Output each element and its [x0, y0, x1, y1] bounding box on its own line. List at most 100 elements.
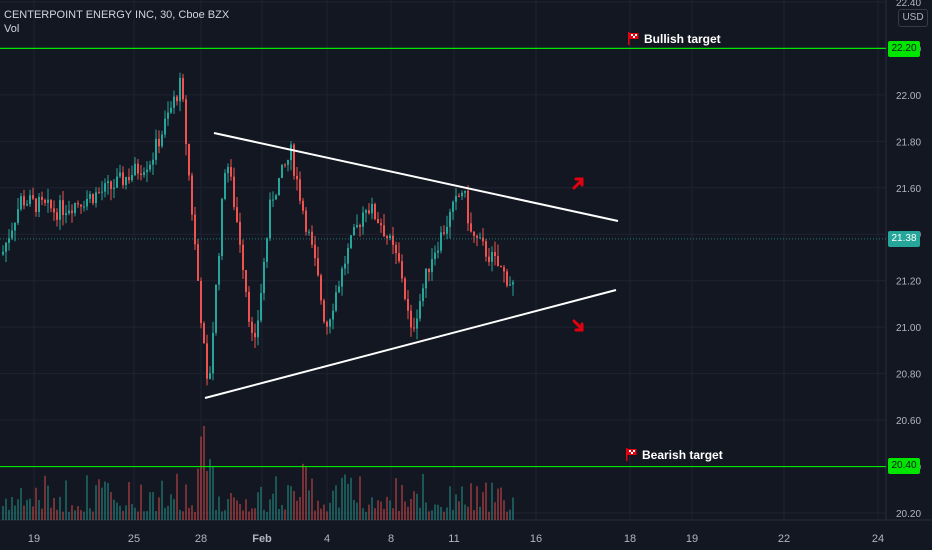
time-tick-label: 24: [872, 533, 884, 545]
candle-body: [413, 327, 415, 329]
volume-bar: [509, 509, 511, 520]
volume-bar: [236, 500, 238, 520]
candle-body: [320, 275, 322, 301]
volume-bar: [347, 483, 349, 520]
candle-body: [347, 248, 349, 264]
candle-body: [335, 292, 337, 311]
candle-body: [491, 251, 493, 262]
volume-bar: [482, 492, 484, 520]
volume-bar: [116, 502, 118, 520]
volume-bar: [266, 511, 268, 520]
volume-bar: [278, 509, 280, 520]
candle-body: [284, 164, 286, 166]
candle-body: [56, 212, 58, 220]
volume-bar: [32, 506, 34, 520]
candle-body: [332, 310, 334, 320]
symbol-title[interactable]: CENTERPOINT ENERGY INC, 30, Cboe BZX: [4, 9, 230, 21]
candle-body: [149, 164, 151, 170]
volume-bar: [80, 510, 82, 520]
volume-bar: [203, 425, 205, 520]
volume-bar: [257, 492, 259, 520]
candle-body: [485, 241, 487, 257]
candle-body: [182, 77, 184, 100]
candle-body: [77, 203, 79, 205]
candle-body: [395, 244, 397, 254]
volume-bar: [2, 506, 4, 520]
volume-bar: [272, 493, 274, 520]
candle-body: [437, 250, 439, 253]
volume-bar: [425, 502, 427, 520]
candle-body: [482, 237, 484, 242]
candle-body: [92, 194, 94, 204]
volume-bar: [140, 484, 142, 520]
candle-body: [215, 284, 217, 333]
candle-body: [248, 291, 250, 322]
candle-body: [134, 163, 136, 176]
bearish-target-annotation[interactable]: Bearish target: [625, 448, 723, 462]
candle-body: [173, 96, 175, 108]
volume-indicator-label[interactable]: Vol: [4, 23, 20, 35]
candle-body: [452, 201, 454, 212]
candle-body: [401, 261, 403, 279]
candle-body: [386, 236, 388, 239]
candle-body: [116, 176, 118, 188]
volume-bar: [62, 511, 64, 520]
volume-bar: [209, 459, 211, 520]
candle-body: [41, 196, 43, 201]
candle-body: [254, 332, 256, 338]
candle-body: [140, 173, 142, 176]
candle-body: [5, 242, 7, 252]
bearish-price-tag: 20.40: [888, 458, 920, 474]
upper-trendline: [213, 132, 619, 222]
volume-bar: [197, 468, 199, 520]
volume-bar: [386, 496, 388, 520]
candle-body: [26, 204, 28, 206]
bullish-price-tag: 22.20: [888, 41, 920, 57]
candle-body: [329, 319, 331, 327]
candle-body: [440, 232, 442, 251]
candle-body: [2, 251, 4, 255]
candle-body: [467, 190, 469, 224]
volume-bar: [356, 502, 358, 520]
volume-bar: [122, 510, 124, 520]
candle-body: [398, 253, 400, 262]
volume-bar: [167, 505, 169, 520]
volume-bar: [65, 480, 67, 520]
volume-bar: [104, 481, 106, 520]
volume-bar: [86, 475, 88, 520]
volume-bar: [455, 494, 457, 520]
volume-bar: [206, 471, 208, 520]
volume-bar: [305, 467, 307, 520]
candle-body: [179, 77, 181, 102]
volume-bar: [479, 506, 481, 520]
candle-body: [503, 267, 505, 272]
candle-body: [443, 232, 445, 234]
volume-bar: [332, 490, 334, 520]
volume-bar: [434, 504, 436, 520]
candle-body: [68, 210, 70, 214]
volume-bar: [95, 485, 97, 520]
price-tick-label: 20.20: [896, 509, 921, 520]
volume-bar: [74, 510, 76, 520]
volume-bar: [413, 491, 415, 520]
volume-bar: [14, 505, 16, 520]
volume-bar: [314, 510, 316, 520]
candle-body: [95, 192, 97, 204]
candle-body: [305, 210, 307, 232]
volume-bar: [224, 510, 226, 520]
currency-label[interactable]: USD: [898, 9, 928, 27]
volume-bar: [320, 508, 322, 520]
volume-bar: [185, 484, 187, 520]
volume-bar: [488, 511, 490, 520]
bullish-target-annotation[interactable]: Bullish target: [627, 32, 721, 46]
candle-body: [308, 231, 310, 233]
candle-body: [188, 144, 190, 176]
volume-bar: [275, 476, 277, 520]
candle-body: [365, 210, 367, 213]
candle-body: [176, 96, 178, 102]
price-tick-label: 22.40: [896, 0, 921, 9]
volume-bar: [83, 511, 85, 520]
volume-bar: [263, 509, 265, 520]
candle-body: [389, 235, 391, 239]
